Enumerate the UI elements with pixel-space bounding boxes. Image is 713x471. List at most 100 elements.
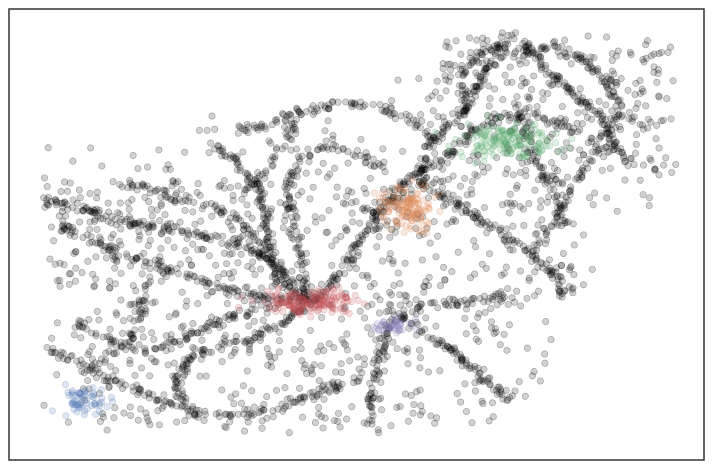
data-point [267,258,276,266]
data-point [57,199,65,207]
data-point [248,265,256,273]
data-point [502,263,510,271]
data-point [105,208,113,216]
cluster-1-point [234,303,243,312]
data-point [434,113,442,121]
data-point [358,231,366,239]
cluster-3-point [552,130,560,138]
data-point [233,239,241,247]
data-point [539,95,547,103]
data-point [364,226,372,234]
data-point [73,357,81,365]
data-point [178,379,186,387]
data-point [112,221,120,229]
data-point [254,296,262,304]
data-point [43,199,51,207]
data-point [268,256,276,264]
data-point [305,152,314,160]
data-point [498,29,506,37]
data-point [476,213,484,222]
data-point [269,259,277,267]
data-point [523,344,531,352]
data-point [401,259,409,267]
data-point [471,170,479,178]
data-point [217,209,225,217]
data-point [184,197,192,205]
data-point [369,213,377,221]
data-point [108,213,116,221]
data-point [44,144,52,152]
data-point [63,226,71,234]
data-point [329,98,337,106]
data-point [179,397,187,405]
data-point [636,176,644,184]
data-point [511,29,520,37]
data-point [263,210,271,218]
data-point [126,314,134,322]
data-point [606,164,614,172]
cluster-3-point [554,148,562,156]
data-point [193,228,202,237]
data-point [198,348,206,356]
data-point [426,120,434,128]
data-point [173,378,181,386]
cluster-2-point [436,207,444,215]
data-point [576,126,584,134]
data-point [178,387,186,395]
data-point [277,261,285,269]
cluster-1-point [238,293,246,301]
data-point [295,308,303,316]
data-point [240,427,249,435]
data-point [189,351,197,359]
data-point [462,356,470,364]
data-point [388,97,396,105]
data-point [151,298,159,306]
data-point [147,205,155,213]
data-point [273,278,281,286]
data-point [326,170,334,178]
data-point [256,187,264,195]
data-point [613,207,621,215]
data-point [269,251,277,259]
data-point [338,262,346,270]
data-point [66,179,74,187]
data-point [272,144,280,152]
data-point [378,257,387,265]
data-point [558,42,566,50]
data-point [382,193,390,201]
data-point [225,291,233,299]
data-point [434,232,442,240]
data-point [298,254,306,262]
data-point [536,377,544,385]
data-point [256,333,264,342]
data-point [260,239,268,247]
data-point [647,52,655,60]
data-point [289,203,297,211]
data-point [233,239,242,247]
data-point [592,148,600,156]
data-point [129,282,137,290]
data-point [258,293,266,301]
data-point [301,294,309,302]
cluster-3-point [484,133,492,142]
data-point [266,246,274,254]
data-point [653,121,661,130]
data-point [372,218,380,226]
data-point [189,320,197,328]
data-point [113,258,121,266]
data-point [259,316,267,324]
data-point [321,127,329,135]
data-point [221,337,229,345]
data-point [354,248,362,256]
data-point [211,203,219,211]
data-point [186,355,194,363]
data-point [184,274,192,282]
cluster-1-point [338,291,346,299]
cluster-2-point [387,226,395,234]
data-point [256,194,264,202]
data-point [106,245,114,254]
data-point [436,94,444,102]
data-point [232,215,240,223]
data-point [554,280,562,288]
data-point [301,295,309,303]
